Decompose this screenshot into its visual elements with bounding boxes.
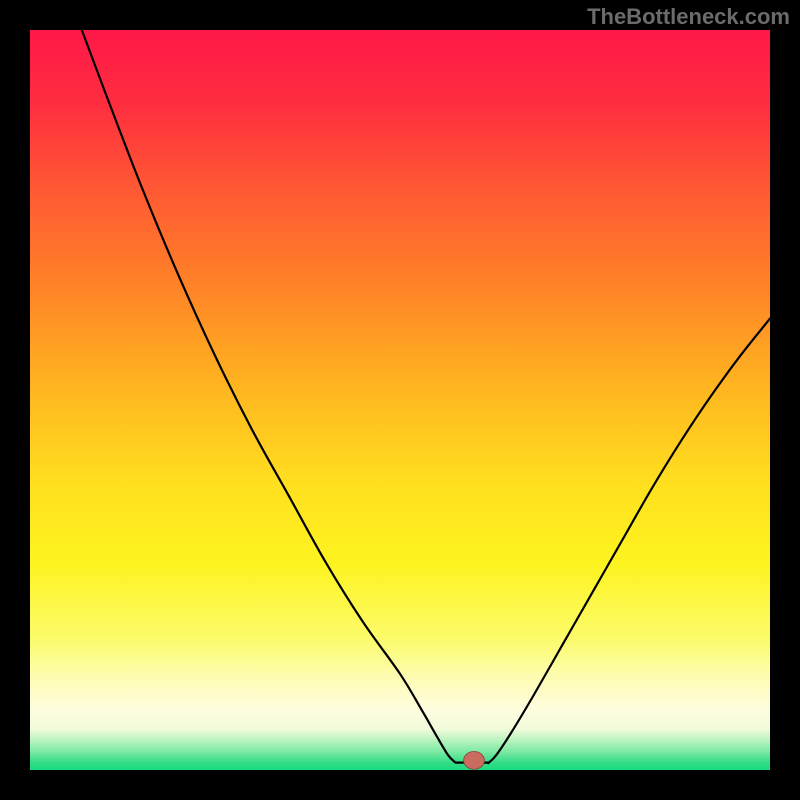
minimum-marker [464, 752, 485, 770]
bottleneck-chart [0, 0, 800, 800]
watermark-text: TheBottleneck.com [587, 4, 790, 30]
plot-background-gradient [30, 30, 770, 770]
chart-container: TheBottleneck.com [0, 0, 800, 800]
